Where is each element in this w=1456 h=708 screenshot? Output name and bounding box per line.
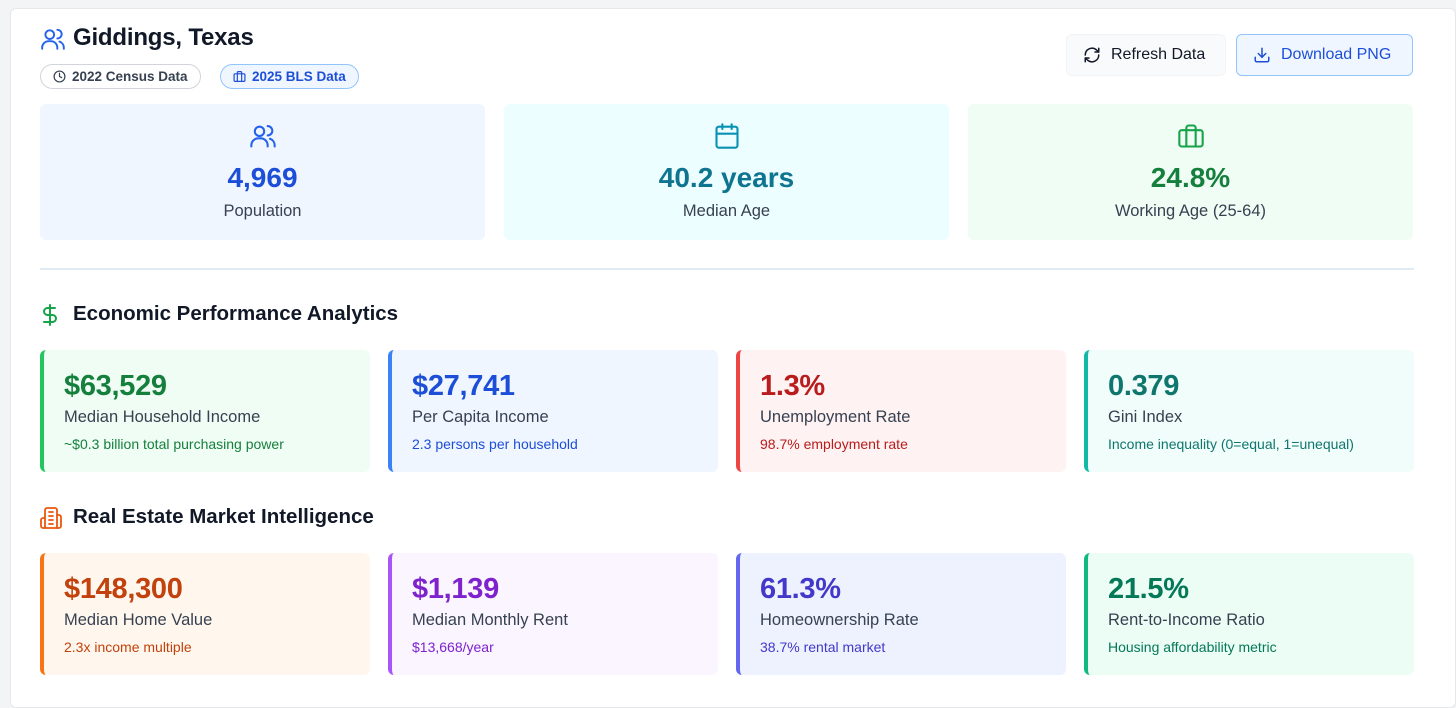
census-badge: 2022 Census Data: [40, 64, 201, 89]
building-icon: [40, 507, 62, 529]
gini-index-note: Income inequality (0=equal, 1=unequal): [1108, 436, 1354, 452]
rent-to-income-card: 21.5% Rent-to-Income Ratio Housing affor…: [1084, 553, 1414, 675]
per-capita-income-note: 2.3 persons per household: [412, 436, 578, 452]
refresh-icon: [1084, 47, 1100, 63]
users-icon: [249, 125, 276, 148]
section-divider: [40, 268, 1414, 270]
unemployment-rate-value: 1.3%: [760, 370, 825, 402]
median-age-label: Median Age: [682, 202, 771, 220]
homeownership-rate-value: 61.3%: [760, 573, 841, 605]
population-stat: 4,969 Population: [40, 104, 485, 240]
bls-badge: 2025 BLS Data: [220, 64, 359, 89]
per-capita-income-value: $27,741: [412, 370, 515, 402]
median-household-income-card: $63,529 Median Household Income ~$0.3 bi…: [40, 350, 370, 472]
homeownership-rate-label: Homeownership Rate: [760, 611, 919, 629]
clock-icon: [53, 70, 66, 83]
download-icon: [1254, 47, 1270, 63]
working-age-stat: 24.8% Working Age (25-64): [968, 104, 1413, 240]
rent-to-income-note: Housing affordability metric: [1108, 639, 1277, 655]
briefcase-icon: [1177, 124, 1204, 148]
page-title: Giddings, Texas: [73, 24, 254, 51]
users-icon: [41, 28, 65, 50]
per-capita-income-label: Per Capita Income: [412, 408, 549, 426]
median-age-stat: 40.2 years Median Age: [504, 104, 949, 240]
unemployment-rate-label: Unemployment Rate: [760, 408, 911, 426]
gini-index-card: 0.379 Gini Index Income inequality (0=eq…: [1084, 350, 1414, 472]
median-home-value-label: Median Home Value: [64, 611, 213, 629]
median-monthly-rent-note: $13,668/year: [412, 639, 494, 655]
median-home-value-value: $148,300: [64, 573, 183, 605]
per-capita-income-card: $27,741 Per Capita Income 2.3 persons pe…: [388, 350, 718, 472]
economic-section-title: Economic Performance Analytics: [73, 302, 399, 325]
bls-badge-label: 2025 BLS Data: [252, 69, 346, 84]
refresh-data-label: Refresh Data: [1111, 46, 1206, 63]
rent-to-income-value: 21.5%: [1108, 573, 1189, 605]
population-label: Population: [223, 202, 302, 220]
median-age-value: 40.2 years: [658, 162, 795, 193]
gini-index-label: Gini Index: [1108, 408, 1183, 426]
rent-to-income-label: Rent-to-Income Ratio: [1108, 611, 1265, 629]
unemployment-rate-card: 1.3% Unemployment Rate 98.7% employment …: [736, 350, 1066, 472]
briefcase-icon: [233, 71, 246, 82]
median-home-value-note: 2.3x income multiple: [64, 639, 192, 655]
working-age-value: 24.8%: [1150, 162, 1231, 193]
median-household-income-value: $63,529: [64, 370, 167, 402]
census-badge-label: 2022 Census Data: [72, 69, 188, 84]
download-png-button[interactable]: Download PNG: [1236, 34, 1413, 76]
homeownership-rate-card: 61.3% Homeownership Rate 38.7% rental ma…: [736, 553, 1066, 675]
homeownership-rate-note: 38.7% rental market: [760, 639, 886, 655]
working-age-label: Working Age (25-64): [1114, 202, 1267, 220]
population-value: 4,969: [227, 162, 298, 193]
refresh-data-button[interactable]: Refresh Data: [1066, 34, 1226, 76]
gini-index-value: 0.379: [1108, 370, 1180, 402]
median-monthly-rent-value: $1,139: [412, 573, 499, 605]
calendar-icon: [714, 123, 739, 149]
realestate-section-title: Real Estate Market Intelligence: [73, 505, 374, 528]
median-monthly-rent-label: Median Monthly Rent: [412, 611, 568, 629]
median-monthly-rent-card: $1,139 Median Monthly Rent $13,668/year: [388, 553, 718, 675]
median-household-income-note: ~$0.3 billion total purchasing power: [64, 436, 284, 452]
dollar-icon: [43, 304, 57, 326]
unemployment-rate-note: 98.7% employment rate: [760, 436, 908, 452]
median-home-value-card: $148,300 Median Home Value 2.3x income m…: [40, 553, 370, 675]
download-png-label: Download PNG: [1281, 46, 1392, 63]
median-household-income-label: Median Household Income: [64, 408, 261, 426]
